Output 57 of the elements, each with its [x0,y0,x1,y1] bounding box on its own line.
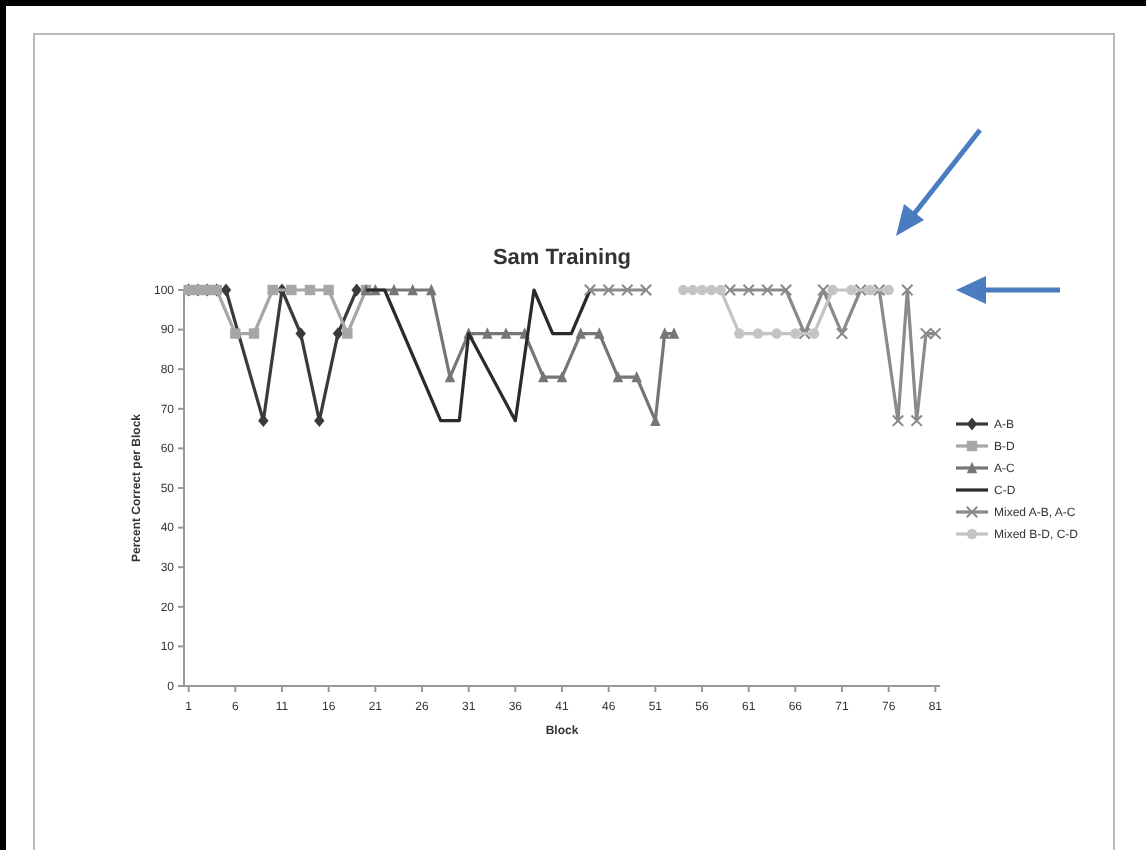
point [500,327,512,339]
point [444,370,456,383]
point [323,284,334,296]
point [827,284,838,296]
point [891,414,905,427]
point [723,283,737,297]
point [304,284,316,296]
point [407,283,418,296]
chart-title: Sam Training [492,246,632,270]
point [779,283,793,297]
point [426,283,437,296]
point [612,370,624,383]
point [715,284,726,296]
point [631,370,642,383]
point [864,284,876,296]
point [854,283,867,297]
point [482,327,493,339]
point [696,284,708,296]
point [883,284,894,296]
point [706,284,717,296]
point [835,327,849,340]
point [817,283,830,297]
point [230,328,241,339]
point [583,283,597,297]
point [556,370,568,383]
point [332,327,344,340]
point [286,284,297,296]
point [901,283,914,297]
point [761,283,774,297]
point [594,327,605,339]
point [388,283,400,296]
point [538,370,549,383]
point [910,414,923,427]
point [873,283,886,297]
point [742,283,755,297]
point [575,327,586,339]
point [295,327,306,340]
point [771,328,782,339]
point [258,414,269,428]
point [687,284,698,296]
point [798,327,811,340]
point [267,284,278,296]
point [790,328,801,339]
point [846,284,857,296]
point [668,327,680,339]
point [678,284,689,296]
point [342,328,353,339]
point [659,327,670,339]
point [639,283,653,297]
point [220,283,232,297]
point [734,328,745,339]
point [248,328,260,339]
point [602,283,615,297]
point [621,283,634,297]
point [752,328,764,339]
point [351,283,362,297]
point [808,328,820,339]
